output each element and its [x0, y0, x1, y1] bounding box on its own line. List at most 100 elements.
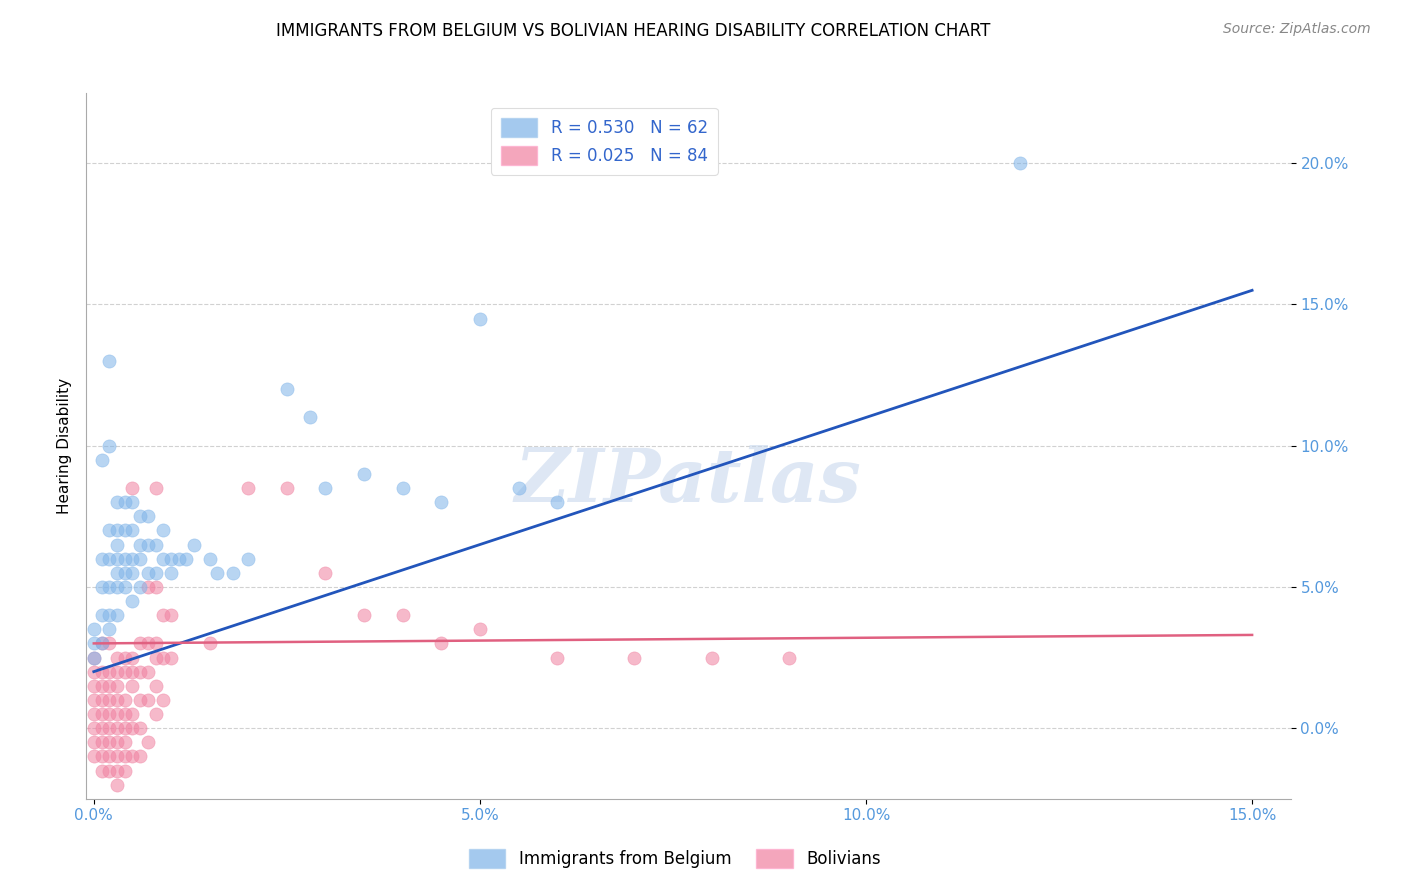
Point — [508, 481, 530, 495]
Point — [105, 650, 128, 665]
Point — [98, 679, 121, 693]
Point — [136, 537, 159, 551]
Point — [160, 566, 183, 580]
Point — [90, 452, 112, 467]
Point — [778, 650, 800, 665]
Point — [129, 580, 152, 594]
Point — [105, 608, 128, 623]
Point — [136, 509, 159, 524]
Point — [83, 706, 105, 721]
Point — [105, 524, 128, 538]
Point — [121, 749, 143, 764]
Point — [105, 749, 128, 764]
Point — [114, 665, 136, 679]
Point — [136, 580, 159, 594]
Point — [105, 778, 128, 792]
Point — [121, 665, 143, 679]
Point — [160, 608, 183, 623]
Point — [136, 735, 159, 749]
Point — [198, 551, 221, 566]
Point — [152, 551, 174, 566]
Point — [391, 608, 413, 623]
Point — [430, 495, 453, 509]
Point — [105, 580, 128, 594]
Point — [145, 679, 167, 693]
Point — [145, 650, 167, 665]
Point — [121, 706, 143, 721]
Legend: R = 0.530   N = 62, R = 0.025   N = 84: R = 0.530 N = 62, R = 0.025 N = 84 — [491, 108, 717, 175]
Text: IMMIGRANTS FROM BELGIUM VS BOLIVIAN HEARING DISABILITY CORRELATION CHART: IMMIGRANTS FROM BELGIUM VS BOLIVIAN HEAR… — [276, 22, 990, 40]
Point — [105, 495, 128, 509]
Point — [129, 636, 152, 650]
Point — [546, 650, 568, 665]
Point — [468, 311, 491, 326]
Point — [136, 693, 159, 707]
Point — [238, 481, 260, 495]
Point — [90, 608, 112, 623]
Point — [145, 636, 167, 650]
Point — [98, 354, 121, 368]
Point — [83, 622, 105, 636]
Point — [114, 566, 136, 580]
Point — [98, 706, 121, 721]
Point — [222, 566, 245, 580]
Point — [207, 566, 229, 580]
Point — [468, 622, 491, 636]
Point — [90, 551, 112, 566]
Point — [98, 439, 121, 453]
Point — [98, 580, 121, 594]
Point — [114, 721, 136, 735]
Point — [105, 566, 128, 580]
Point — [90, 679, 112, 693]
Point — [430, 636, 453, 650]
Point — [121, 524, 143, 538]
Point — [83, 693, 105, 707]
Point — [90, 636, 112, 650]
Point — [90, 665, 112, 679]
Text: ZIPatlas: ZIPatlas — [515, 445, 862, 517]
Point — [83, 721, 105, 735]
Point — [129, 551, 152, 566]
Point — [105, 537, 128, 551]
Point — [105, 764, 128, 778]
Point — [136, 636, 159, 650]
Point — [90, 764, 112, 778]
Point — [98, 764, 121, 778]
Point — [198, 636, 221, 650]
Point — [98, 608, 121, 623]
Point — [98, 693, 121, 707]
Point — [129, 693, 152, 707]
Point — [90, 636, 112, 650]
Point — [145, 566, 167, 580]
Point — [353, 467, 375, 481]
Point — [90, 580, 112, 594]
Point — [114, 706, 136, 721]
Point — [114, 580, 136, 594]
Point — [83, 636, 105, 650]
Point — [152, 608, 174, 623]
Point — [114, 693, 136, 707]
Point — [114, 749, 136, 764]
Point — [129, 509, 152, 524]
Point — [129, 749, 152, 764]
Point — [98, 622, 121, 636]
Point — [152, 693, 174, 707]
Point — [121, 679, 143, 693]
Point — [98, 636, 121, 650]
Point — [90, 749, 112, 764]
Point — [121, 495, 143, 509]
Point — [98, 524, 121, 538]
Point — [105, 721, 128, 735]
Point — [83, 749, 105, 764]
Point — [314, 481, 336, 495]
Point — [160, 551, 183, 566]
Point — [114, 764, 136, 778]
Point — [105, 665, 128, 679]
Point — [121, 551, 143, 566]
Point — [121, 481, 143, 495]
Point — [105, 735, 128, 749]
Point — [176, 551, 198, 566]
Point — [546, 495, 568, 509]
Point — [129, 665, 152, 679]
Point — [183, 537, 205, 551]
